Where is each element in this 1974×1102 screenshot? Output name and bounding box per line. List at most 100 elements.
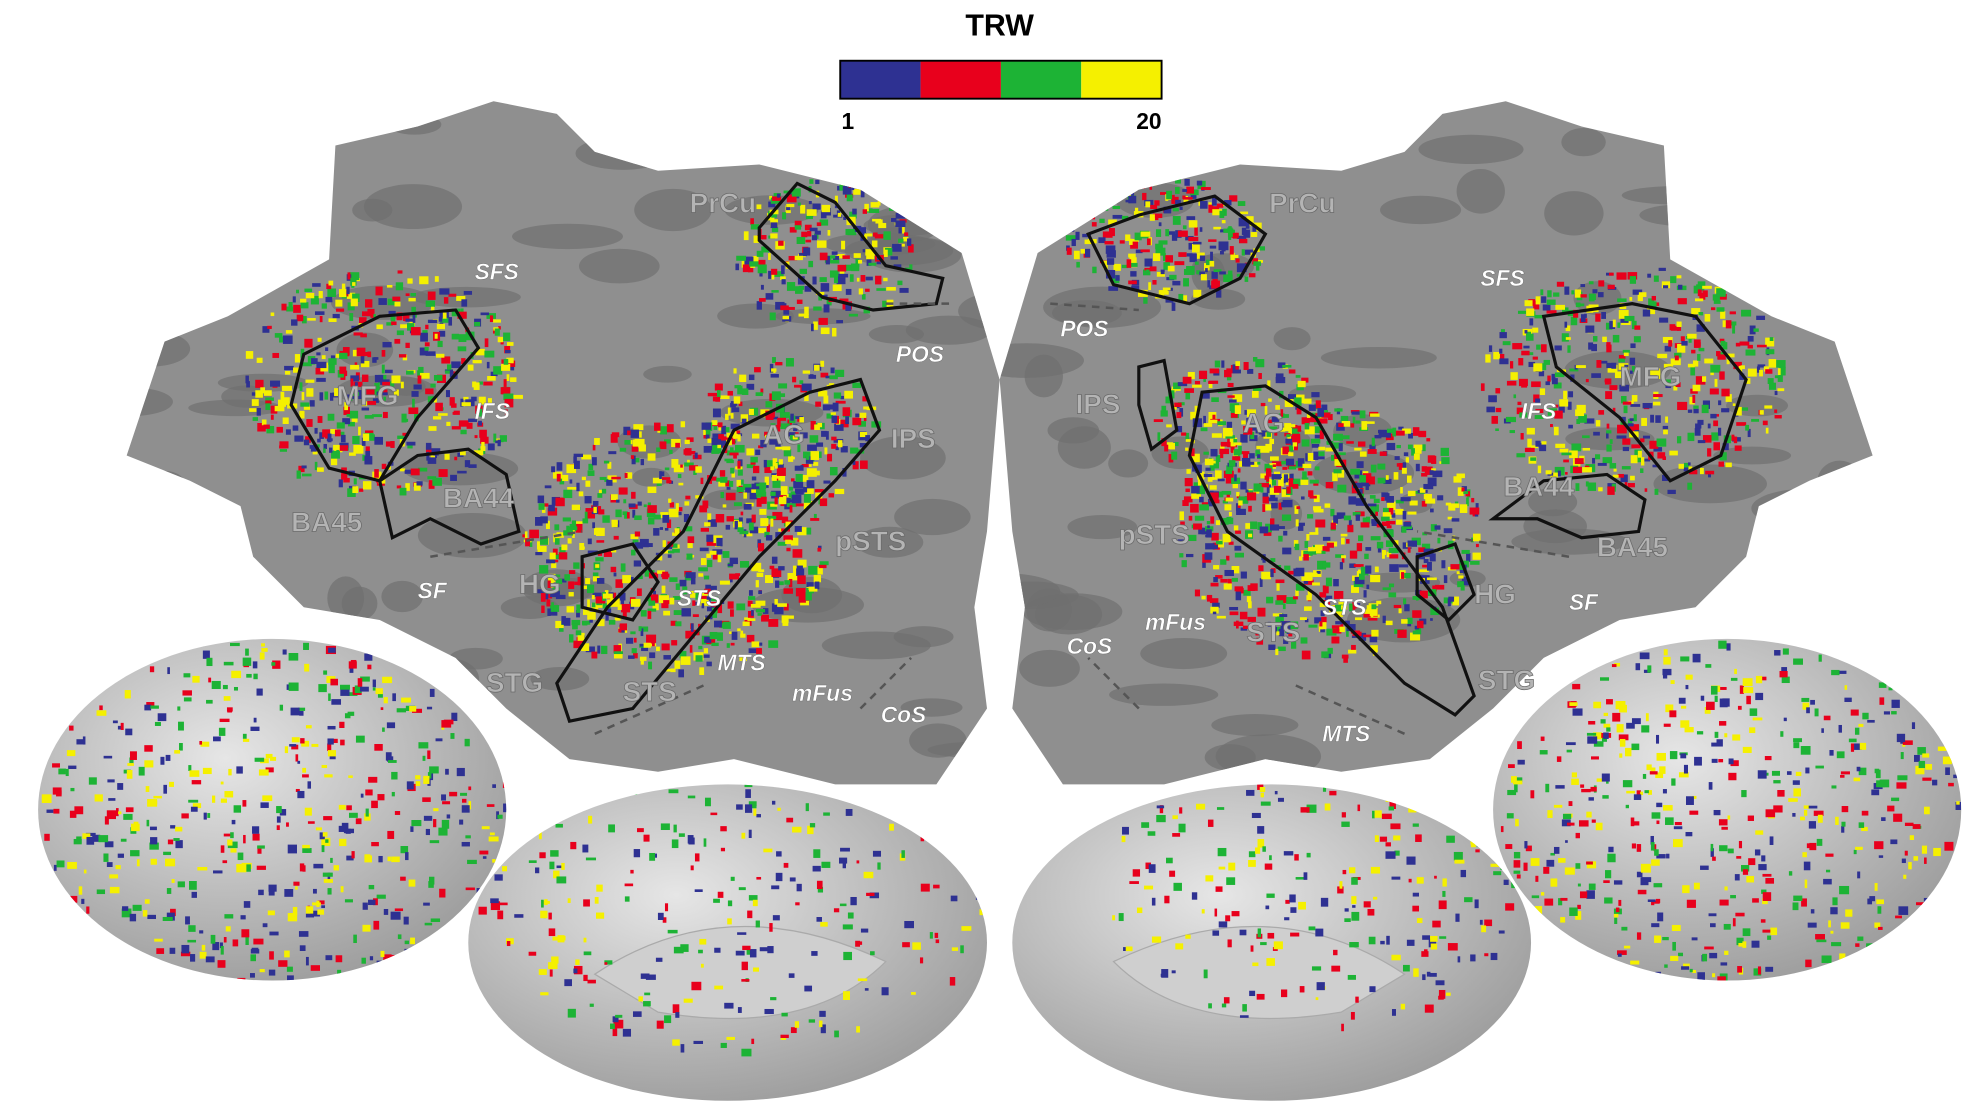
activation-speck	[794, 1021, 800, 1028]
activation-speck	[330, 857, 333, 863]
activation-speck	[687, 835, 694, 844]
activation-speck	[1627, 272, 1638, 280]
activation-speck	[294, 354, 301, 363]
activation-speck	[1539, 442, 1547, 452]
activation-speck	[1712, 294, 1720, 301]
activation-speck	[777, 807, 781, 811]
activation-speck	[717, 632, 723, 641]
activation-speck	[551, 956, 559, 964]
activation-speck	[1654, 935, 1662, 943]
activation-speck	[1312, 572, 1318, 577]
activation-speck	[1392, 427, 1397, 437]
activation-speck	[1349, 603, 1353, 612]
activation-speck	[69, 810, 77, 818]
activation-speck	[826, 413, 834, 419]
activation-speck	[1259, 578, 1263, 587]
activation-speck	[1258, 373, 1262, 379]
activation-speck	[1248, 601, 1252, 609]
activation-speck	[1690, 366, 1696, 376]
activation-speck	[781, 265, 785, 275]
activation-speck	[755, 609, 766, 613]
activation-speck	[257, 845, 265, 849]
activation-speck	[746, 383, 755, 390]
activation-speck	[619, 447, 627, 452]
activation-speck	[1209, 245, 1217, 249]
activation-speck	[1363, 901, 1371, 908]
activation-speck	[865, 435, 871, 442]
activation-speck	[318, 290, 323, 299]
activation-speck	[618, 628, 622, 633]
activation-speck	[781, 279, 786, 285]
activation-speck	[1190, 411, 1199, 420]
activation-speck	[1307, 514, 1314, 519]
activation-speck	[602, 593, 613, 599]
activation-speck	[304, 338, 313, 348]
activation-speck	[1395, 499, 1404, 504]
activation-speck	[805, 456, 814, 464]
activation-speck	[1341, 420, 1351, 427]
activation-speck	[727, 918, 732, 925]
activation-speck	[96, 889, 106, 895]
activation-speck	[410, 327, 421, 336]
activation-speck	[405, 293, 410, 297]
activation-speck	[750, 604, 761, 608]
activation-speck	[726, 486, 731, 490]
activation-speck	[820, 1024, 826, 1034]
activation-speck	[1207, 819, 1214, 827]
activation-speck	[816, 880, 823, 890]
activation-speck	[1256, 265, 1260, 271]
activation-speck	[435, 402, 443, 412]
activation-speck	[1185, 432, 1190, 440]
activation-speck	[1343, 654, 1348, 663]
activation-speck	[1770, 379, 1774, 386]
activation-speck	[1232, 369, 1241, 374]
activation-speck	[1553, 804, 1563, 808]
activation-speck	[1513, 394, 1517, 399]
activation-speck	[1307, 591, 1312, 597]
activation-speck	[549, 969, 553, 977]
activation-speck	[1102, 201, 1109, 211]
activation-speck	[1149, 266, 1157, 272]
activation-speck	[1691, 349, 1696, 354]
activation-speck	[1294, 397, 1302, 406]
activation-speck	[808, 565, 818, 575]
activation-speck	[449, 791, 458, 797]
activation-speck	[778, 497, 787, 505]
activation-speck	[288, 302, 293, 309]
activation-speck	[661, 602, 669, 609]
activation-speck	[587, 538, 592, 545]
activation-speck	[382, 676, 393, 684]
activation-speck	[1451, 518, 1460, 522]
activation-speck	[1130, 241, 1139, 249]
activation-speck	[1658, 267, 1666, 271]
activation-speck	[242, 657, 252, 666]
activation-speck	[694, 889, 703, 892]
activation-speck	[1382, 615, 1386, 624]
activation-speck	[236, 863, 247, 873]
activation-speck	[500, 341, 504, 345]
activation-speck	[911, 992, 916, 995]
activation-speck	[1389, 801, 1396, 810]
activation-speck	[1602, 795, 1609, 799]
activation-speck	[668, 789, 679, 794]
activation-speck	[1334, 590, 1344, 599]
activation-speck	[132, 904, 142, 911]
activation-speck	[583, 899, 590, 907]
activation-speck	[121, 908, 132, 918]
activation-speck	[219, 718, 230, 723]
activation-speck	[806, 501, 813, 507]
activation-speck	[1493, 871, 1502, 876]
activation-speck	[1148, 282, 1152, 291]
activation-speck	[1547, 408, 1558, 416]
activation-speck	[567, 898, 571, 903]
activation-speck	[700, 597, 709, 606]
activation-speck	[1475, 849, 1480, 853]
activation-speck	[1455, 913, 1460, 922]
activation-speck	[1416, 877, 1424, 884]
activation-speck	[120, 838, 127, 842]
activation-speck	[698, 645, 703, 650]
activation-speck	[251, 399, 259, 406]
activation-speck	[224, 791, 234, 798]
activation-speck	[1607, 483, 1616, 489]
activation-speck	[783, 309, 790, 315]
